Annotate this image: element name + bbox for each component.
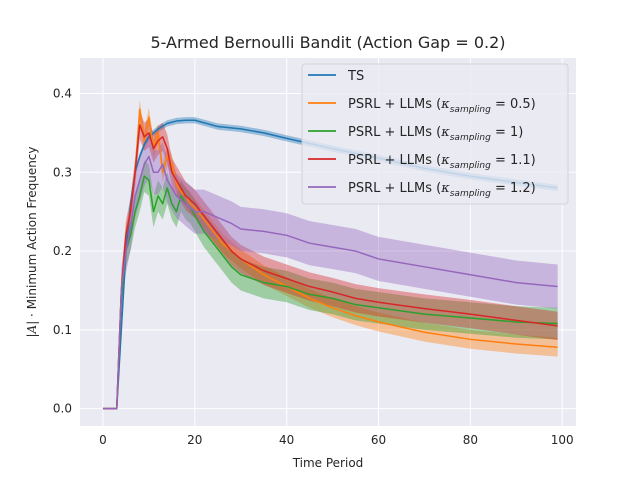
legend-subscript-3: sampling: [450, 161, 491, 171]
legend-subscript-1: sampling: [450, 105, 491, 115]
x-tick-label: 20: [187, 433, 202, 447]
y-tick-label: 0.3: [53, 165, 72, 179]
chart-title: 5-Armed Bernoulli Bandit (Action Gap = 0…: [150, 33, 505, 52]
legend-value-4: = 1.2): [491, 181, 536, 196]
y-tick-label: 0.2: [53, 244, 72, 258]
tick-labels: 0 20 40 60 80 100 0.0 0.1 0.2 0.3 0.4: [53, 86, 574, 447]
legend-kappa-1: κ: [440, 97, 450, 112]
y-axis-label-prefix: |: [25, 333, 39, 337]
confidence-bands: [102, 99, 558, 409]
legend-plain-3: PSRL + LLMs (: [348, 153, 441, 168]
legend-frame: [301, 63, 569, 205]
x-tick-label: 0: [99, 433, 107, 447]
series-band-1: [102, 99, 558, 409]
legend-kappa-4: κ: [440, 181, 450, 196]
series-line-3: [102, 124, 558, 410]
y-axis-label: |A| · Minimum Action Frequency: [25, 146, 39, 337]
legend-subscript-4: sampling: [450, 189, 491, 199]
y-tick-label: 0.1: [53, 323, 72, 337]
legend-label-2: PSRL + LLMs (κsampling = 1): [348, 125, 523, 143]
legend-plain-2: PSRL + LLMs (: [348, 125, 441, 140]
legend-label-4: PSRL + LLMs (κsampling = 1.2): [348, 181, 536, 199]
series-line-2: [102, 175, 558, 410]
legend-kappa-3: κ: [440, 153, 450, 168]
legend-value-3: = 1.1): [491, 153, 536, 168]
legend-plain-0: TS: [347, 69, 364, 84]
legend-plain-1: PSRL + LLMs (: [348, 97, 441, 112]
legend-label-0: TS: [347, 69, 364, 84]
legend-plain-4: PSRL + LLMs (: [348, 181, 441, 196]
x-axis-label: Time Period: [292, 456, 364, 470]
series-band-2: [102, 160, 558, 409]
x-tick-label: 80: [463, 433, 478, 447]
legend-kappa-2: κ: [440, 125, 450, 140]
x-tick-label: 60: [371, 433, 386, 447]
series-band-4: [102, 134, 558, 409]
y-tick-label: 0.0: [53, 402, 72, 416]
legend-subscript-2: sampling: [450, 133, 491, 143]
legend-value-1: = 0.5): [491, 97, 536, 112]
x-tick-label: 100: [551, 433, 574, 447]
series-line-4: [102, 155, 558, 410]
y-axis-label-suffix: | · Minimum Action Frequency: [25, 146, 39, 324]
y-axis-label-symbol: A: [25, 324, 39, 334]
x-tick-label: 40: [279, 433, 294, 447]
legend-label-3: PSRL + LLMs (κsampling = 1.1): [348, 153, 536, 171]
legend-value-2: = 1): [491, 125, 524, 140]
series-band-3: [102, 110, 558, 409]
y-tick-label: 0.4: [53, 86, 72, 100]
legend-label-1: PSRL + LLMs (κsampling = 0.5): [348, 97, 536, 115]
